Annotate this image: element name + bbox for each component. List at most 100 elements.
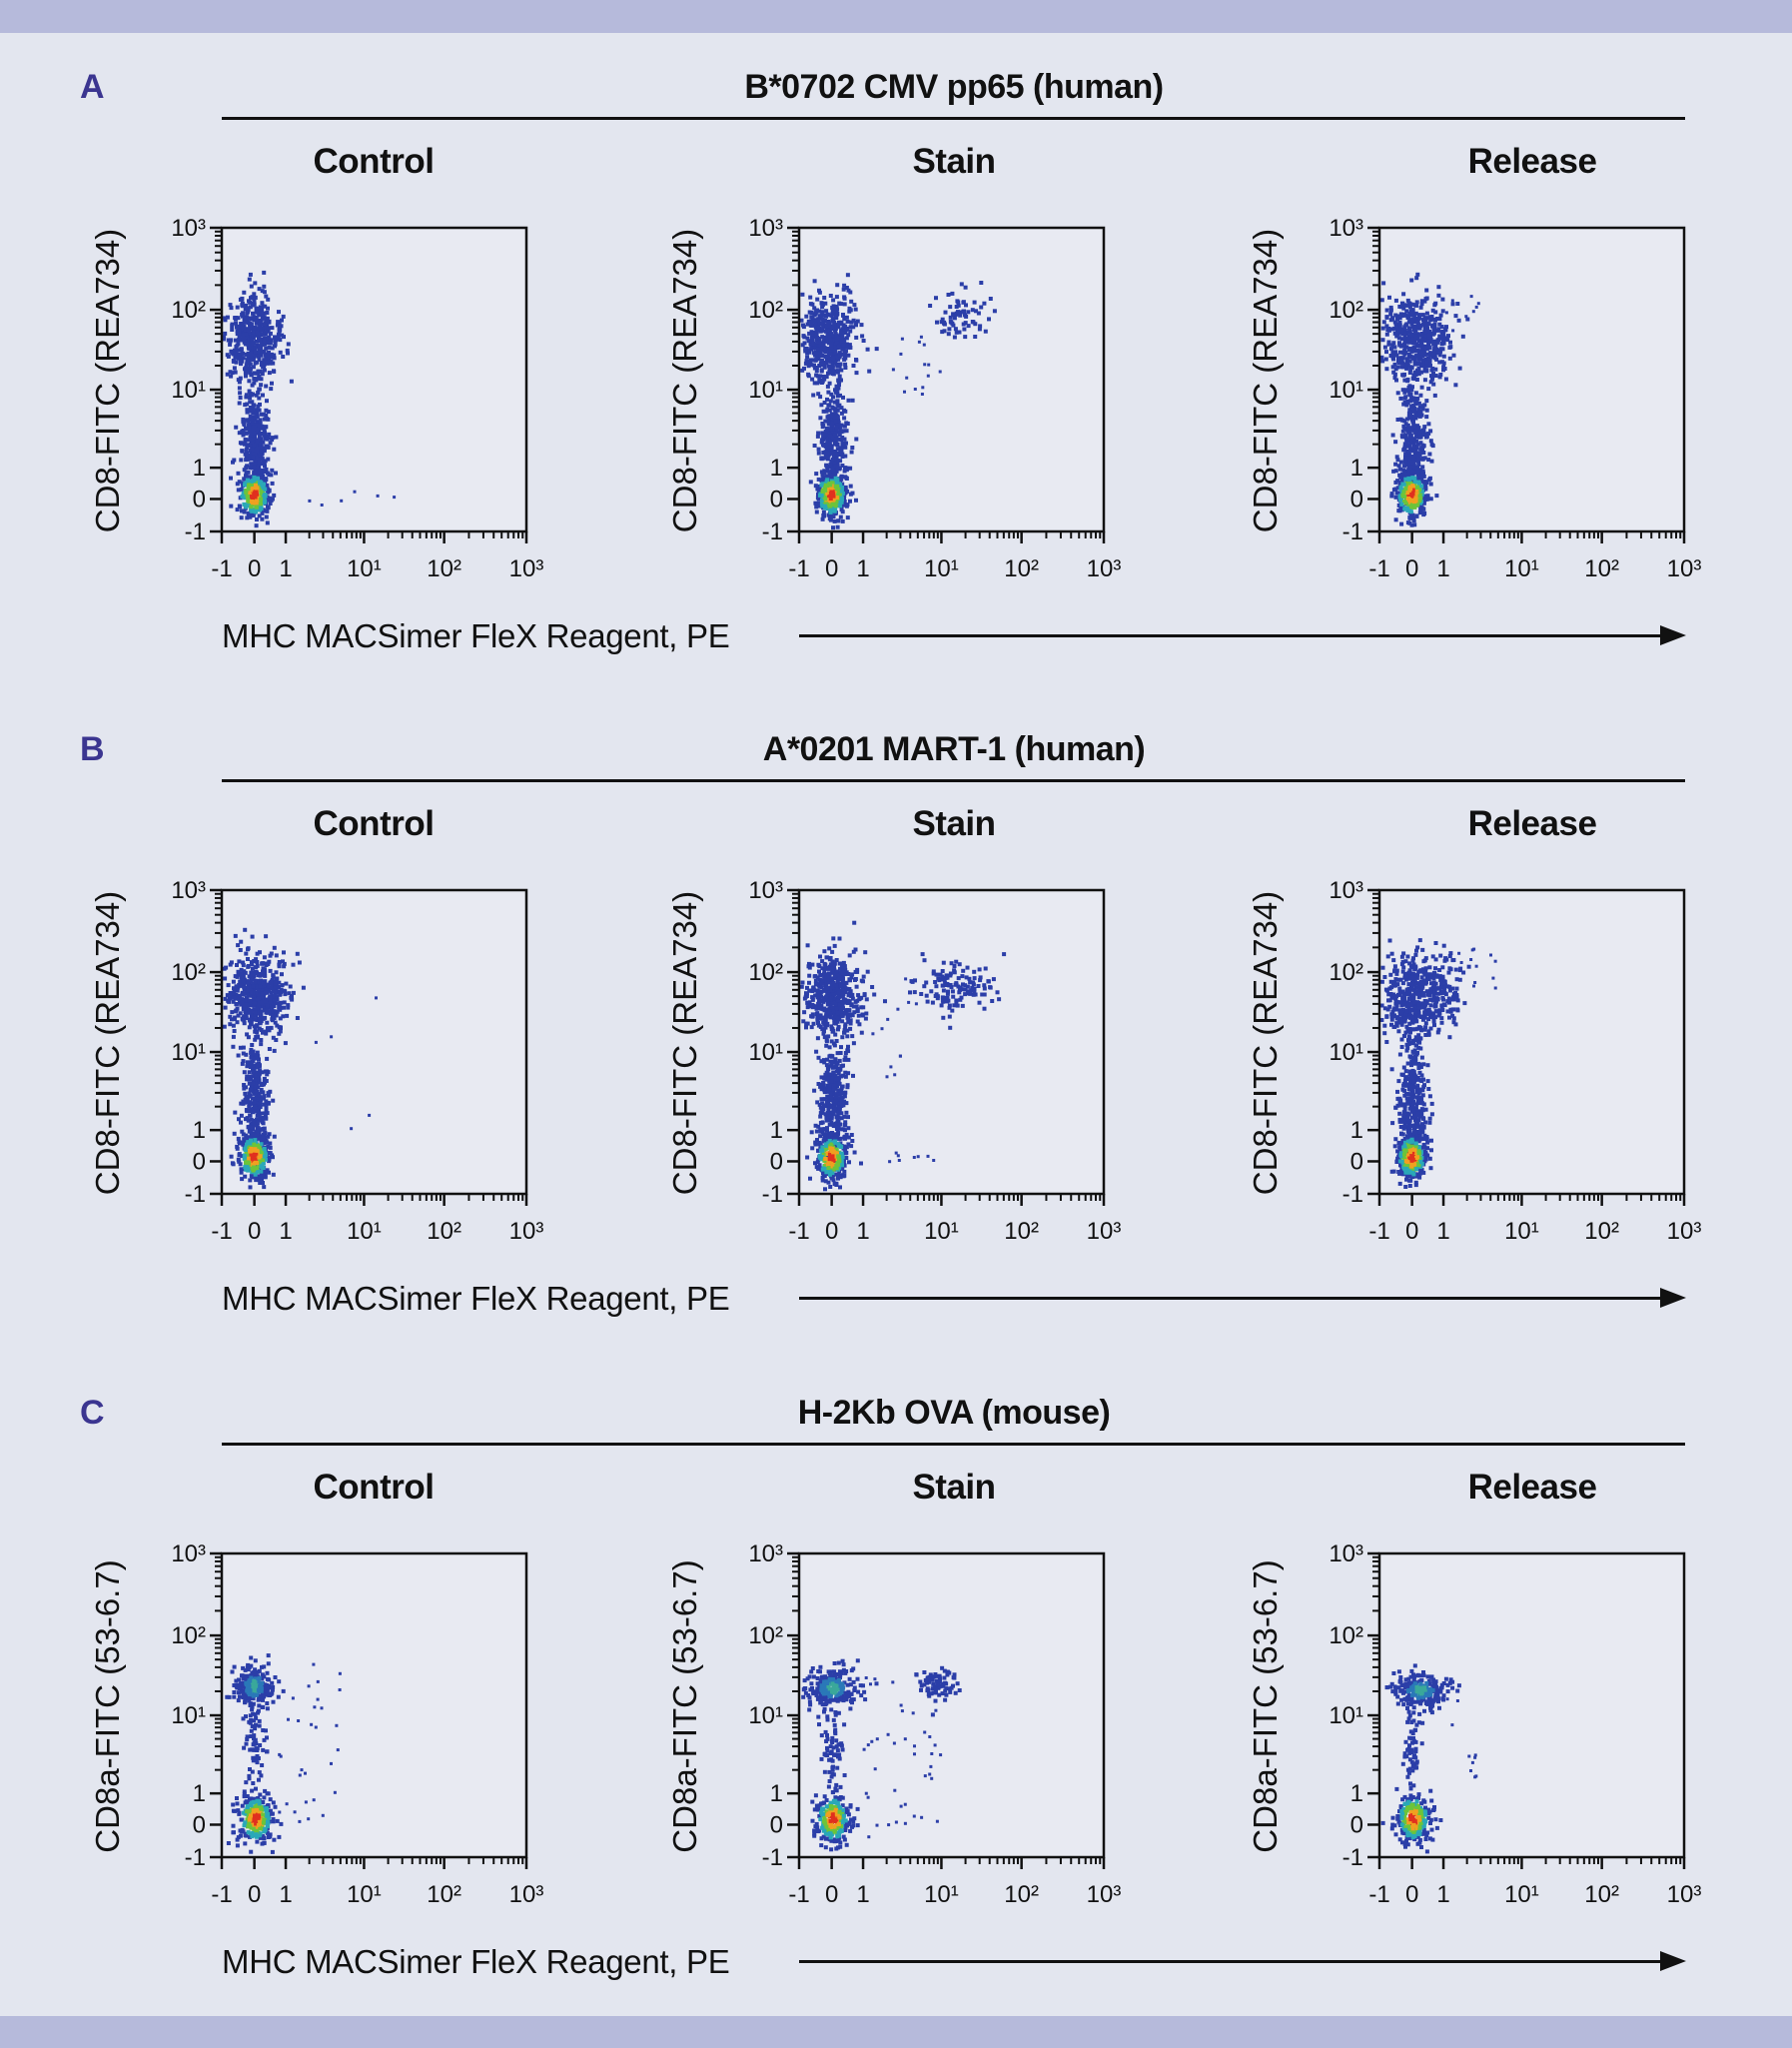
event-dot xyxy=(252,403,257,408)
event-dot xyxy=(257,1017,262,1022)
event-dot xyxy=(820,504,825,509)
event-dot xyxy=(262,417,267,422)
event-dot xyxy=(286,1005,291,1010)
event-dot xyxy=(247,379,252,384)
event-dot xyxy=(245,1005,250,1010)
event-dot xyxy=(1401,490,1406,495)
event-dot xyxy=(1412,370,1417,375)
y-tick-label: 10² xyxy=(748,297,783,324)
event-dot xyxy=(255,1129,260,1134)
event-dot xyxy=(247,1007,252,1012)
column-title: Control xyxy=(313,804,435,843)
event-dot xyxy=(238,1162,243,1167)
event-dot xyxy=(813,350,818,355)
event-dot xyxy=(238,355,243,360)
event-dot xyxy=(268,968,273,973)
event-dot xyxy=(263,336,268,341)
event-dot xyxy=(262,1154,267,1159)
event-dot xyxy=(826,323,831,327)
event-dot xyxy=(817,337,822,341)
event-dot xyxy=(832,943,837,948)
event-dot xyxy=(1392,372,1397,377)
event-dot xyxy=(842,503,847,508)
event-dot xyxy=(1405,379,1410,384)
event-dot xyxy=(244,1002,249,1007)
event-dot xyxy=(252,381,257,386)
event-dot xyxy=(1412,377,1417,382)
event-dot xyxy=(1418,435,1423,440)
event-dot xyxy=(266,1091,271,1096)
event-dot xyxy=(952,316,957,321)
event-dot xyxy=(290,994,294,998)
event-dot xyxy=(1390,350,1395,355)
y-tick-label: 0 xyxy=(193,486,206,512)
event-dot xyxy=(228,1014,233,1019)
event-dot xyxy=(1415,442,1420,447)
event-dot xyxy=(267,350,271,355)
event-dot xyxy=(821,443,826,448)
event-dot xyxy=(814,338,819,343)
event-dot xyxy=(1424,360,1429,365)
event-dot xyxy=(262,994,266,999)
event-dot xyxy=(261,412,266,417)
event-dot xyxy=(1420,346,1425,351)
event-dot xyxy=(820,498,824,503)
event-dot xyxy=(251,1079,256,1084)
event-dot xyxy=(807,973,812,978)
event-dot xyxy=(266,457,271,462)
event-dot xyxy=(957,330,962,335)
event-dot xyxy=(1414,378,1419,382)
event-dot xyxy=(820,310,825,315)
event-dot xyxy=(825,456,830,461)
event-dot xyxy=(833,313,838,318)
event-dot xyxy=(262,470,267,475)
event-dot xyxy=(259,1001,264,1006)
event-dot xyxy=(818,354,823,358)
event-dot xyxy=(258,453,263,458)
event-dot xyxy=(257,1026,262,1031)
title-rule xyxy=(222,117,1685,120)
event-dot xyxy=(246,1137,251,1141)
event-dot xyxy=(267,1156,272,1161)
event-dot xyxy=(814,472,819,477)
event-dot xyxy=(808,323,813,328)
event-dot xyxy=(1408,367,1413,372)
event-dot xyxy=(838,446,843,451)
event-dot xyxy=(257,472,262,476)
event-dot xyxy=(842,302,847,307)
event-dot xyxy=(1424,296,1429,301)
event-dot xyxy=(265,356,270,361)
event-dot xyxy=(261,365,266,370)
event-dot xyxy=(802,341,807,346)
event-dot xyxy=(231,1162,236,1167)
event-dot xyxy=(261,332,266,337)
event-dot xyxy=(248,369,253,373)
event-dot xyxy=(278,1016,283,1021)
event-dot xyxy=(277,960,282,964)
event-dot xyxy=(1396,509,1401,513)
event-dot xyxy=(1420,407,1425,412)
event-dot xyxy=(801,323,805,328)
event-dot xyxy=(262,290,267,295)
event-dot xyxy=(244,997,249,1002)
event-dot xyxy=(241,1059,246,1064)
event-dot xyxy=(832,442,837,447)
event-dot xyxy=(1440,297,1445,302)
event-dot xyxy=(280,318,284,323)
event-dot xyxy=(291,990,296,995)
event-dot xyxy=(1430,308,1435,313)
event-dot xyxy=(238,396,243,400)
event-dot xyxy=(826,371,830,376)
event-dot xyxy=(1393,480,1398,485)
event-dot xyxy=(267,432,272,437)
panel-letter: B xyxy=(80,730,105,768)
event-dot xyxy=(818,314,823,319)
event-dot xyxy=(272,1048,277,1053)
event-dot xyxy=(818,343,823,348)
event-dot xyxy=(1380,326,1385,331)
event-dot xyxy=(252,475,257,480)
event-dot xyxy=(1392,376,1397,381)
event-dot xyxy=(263,1111,267,1116)
event-dot xyxy=(836,363,841,368)
event-dot xyxy=(828,399,833,404)
